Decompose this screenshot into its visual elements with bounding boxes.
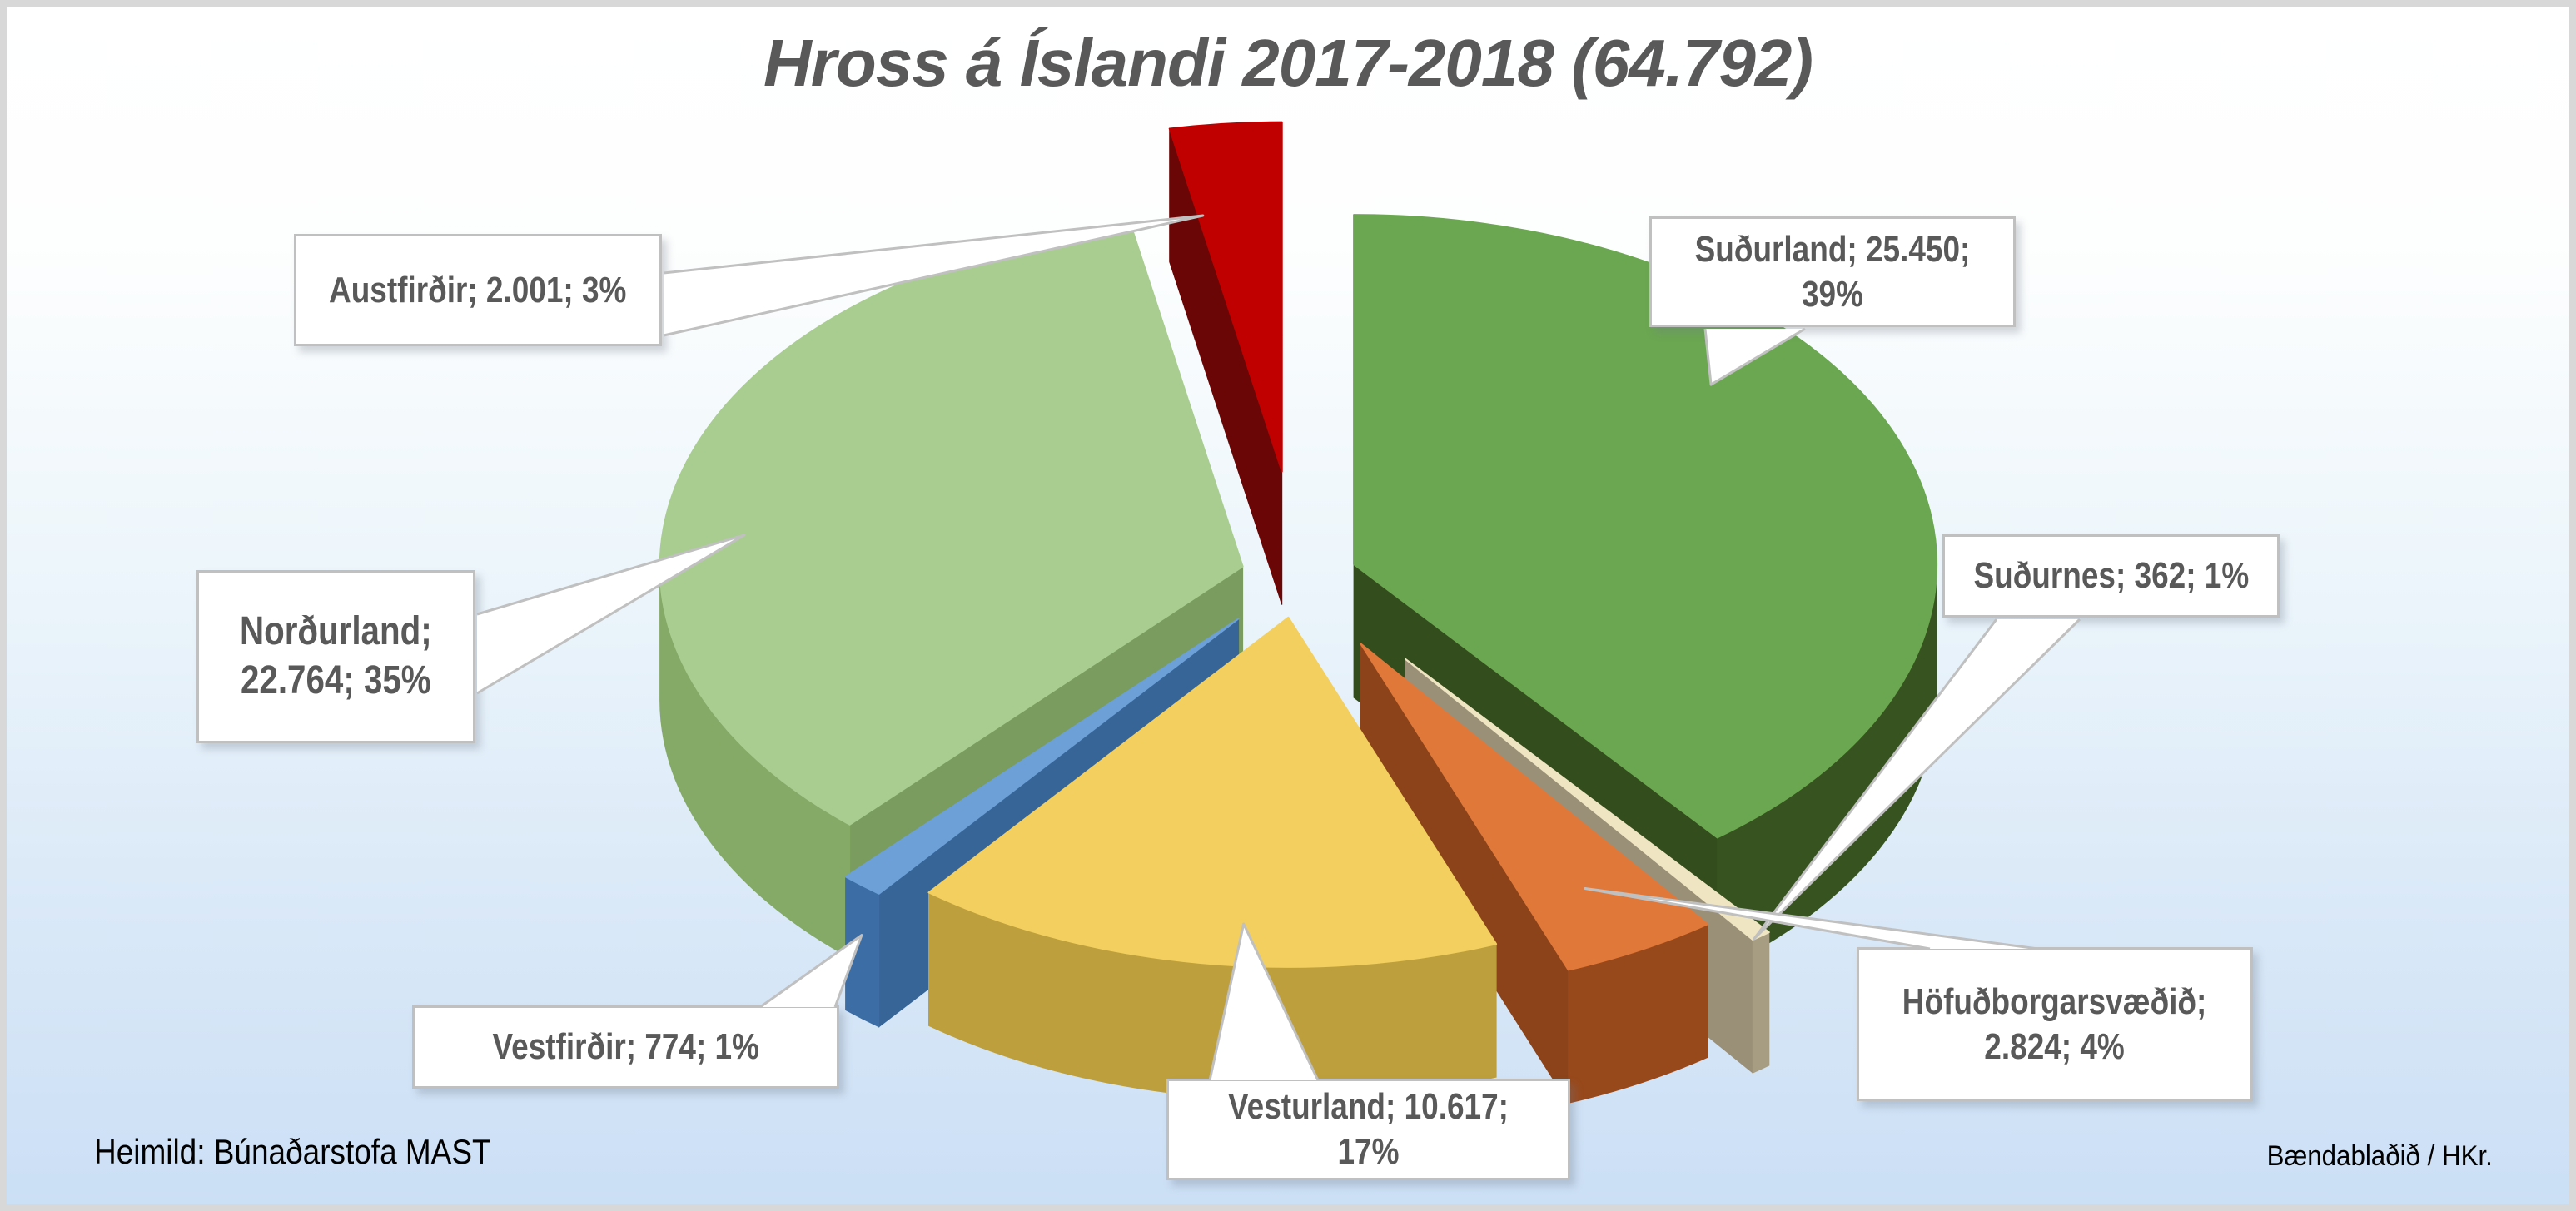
chart-title: Hross á Íslandi 2017-2018 (64.792) (763, 26, 1813, 100)
callout-hofudborgarsvaedid: Höfuðborgarsvæðið; 2.824; 4% (1857, 947, 2253, 1101)
callout-vestfirdir: Vestfirðir; 774; 1% (412, 1005, 839, 1089)
callout-sudurland-label: Suðurland; 25.450; 39% (1694, 228, 1971, 315)
callout-sudurland: Suðurland; 25.450; 39% (1649, 216, 2016, 327)
callout-sudurnes-label: Suðurnes; 362; 1% (1973, 555, 2249, 597)
callout-sudurnes: Suðurnes; 362; 1% (1942, 534, 2280, 618)
source-note: Heimild: Búnaðarstofa MAST (94, 1132, 491, 1171)
callout-hofudborgarsvaedid-label: Höfuðborgarsvæðið; 2.824; 4% (1902, 980, 2207, 1067)
credit-note: Bændablaðið / HKr. (2266, 1140, 2493, 1172)
callout-vesturland: Vesturland; 10.617; 17% (1166, 1079, 1570, 1180)
callout-nordurland: Norðurland; 22.764; 35% (196, 570, 475, 743)
callout-nordurland-label: Norðurland; 22.764; 35% (240, 609, 432, 702)
callout-austfirdir: Austfirðir; 2.001; 3% (294, 234, 662, 346)
callout-vestfirdir-label: Vestfirðir; 774; 1% (492, 1026, 759, 1068)
callout-austfirdir-label: Austfirðir; 2.001; 3% (329, 269, 627, 310)
callout-vesturland-label: Vesturland; 10.617; 17% (1228, 1086, 1509, 1172)
